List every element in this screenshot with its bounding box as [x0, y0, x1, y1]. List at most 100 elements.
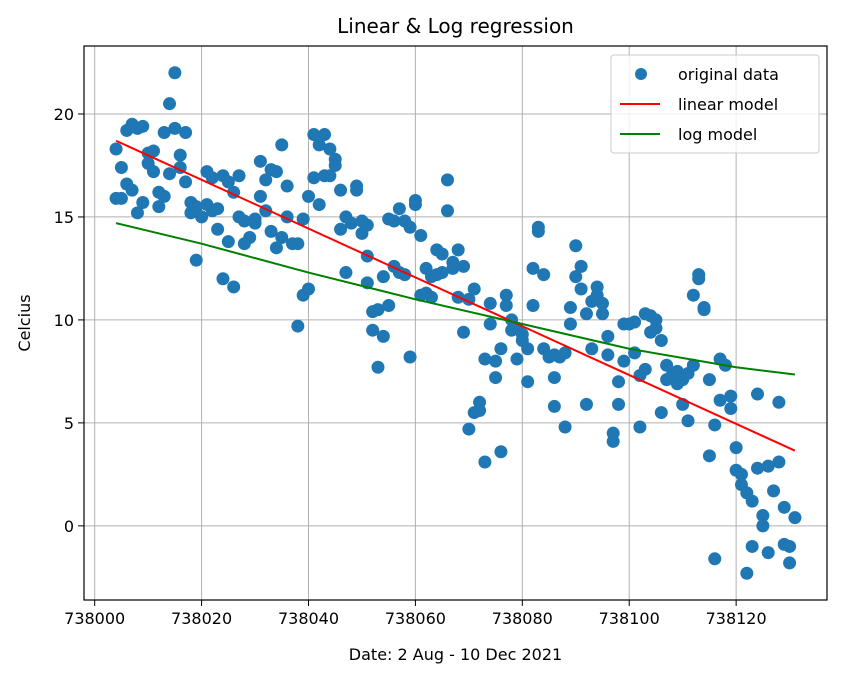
data-point [740, 566, 754, 580]
ticks: 738000 738020 738040 738060 738080 738100 7381… [54, 105, 767, 628]
data-point [136, 196, 150, 210]
data-point [280, 179, 294, 193]
data-point [660, 358, 674, 372]
data-point [168, 121, 182, 135]
data-point [638, 362, 652, 376]
data-point [526, 261, 540, 275]
data-point [531, 224, 545, 238]
x-tick-label: 738060 [385, 609, 446, 628]
data-point [334, 222, 348, 236]
data-point [745, 539, 759, 553]
data-point [403, 220, 417, 234]
data-point [371, 360, 385, 374]
data-point [157, 125, 171, 139]
data-point [686, 358, 700, 372]
data-point [756, 519, 770, 533]
data-point [440, 204, 454, 218]
data-point [130, 206, 144, 220]
data-point [761, 546, 775, 560]
data-point [446, 261, 460, 275]
data-point [612, 397, 626, 411]
data-point [563, 317, 577, 331]
plot-area [109, 66, 802, 580]
data-point [334, 183, 348, 197]
y-tick-label: 10 [54, 311, 74, 330]
data-point [168, 66, 182, 80]
data-point [146, 144, 160, 158]
data-point [424, 290, 438, 304]
data-point [269, 241, 283, 255]
data-point [494, 342, 508, 356]
legend-label-original-data: original data [678, 65, 779, 84]
legend-label-linear-model: linear model [678, 95, 778, 114]
y-tick-label: 0 [64, 517, 74, 536]
data-point [547, 399, 561, 413]
data-point [157, 189, 171, 203]
data-point [473, 404, 487, 418]
data-point [579, 397, 593, 411]
data-point [574, 282, 588, 296]
data-point [761, 459, 775, 473]
data-point [376, 329, 390, 343]
data-point [248, 212, 262, 226]
data-point [777, 500, 791, 514]
data-point [558, 346, 572, 360]
x-tick-label: 738020 [171, 609, 232, 628]
data-point [788, 511, 802, 525]
data-point [109, 142, 123, 156]
y-tick-label: 20 [54, 105, 74, 124]
data-point [269, 165, 283, 179]
data-point [152, 200, 166, 214]
data-point [510, 352, 524, 366]
data-point [697, 303, 711, 317]
data-point [772, 395, 786, 409]
data-point [275, 231, 289, 245]
data-point [467, 282, 481, 296]
data-point [376, 270, 390, 284]
data-point [307, 128, 321, 142]
x-tick-label: 738040 [278, 609, 339, 628]
data-point [783, 556, 797, 570]
data-point [521, 375, 535, 389]
data-point [344, 216, 358, 230]
data-point [499, 298, 513, 312]
data-point [227, 280, 241, 294]
data-point [179, 125, 193, 139]
data-point [339, 266, 353, 280]
data-point [489, 354, 503, 368]
data-point [579, 307, 593, 321]
data-point [569, 239, 583, 253]
data-point [483, 317, 497, 331]
data-point [291, 319, 305, 333]
data-point [302, 189, 316, 203]
data-point [547, 371, 561, 385]
data-point [163, 167, 177, 181]
data-point [366, 323, 380, 337]
data-point [478, 352, 492, 366]
data-point [574, 259, 588, 273]
data-point [585, 342, 599, 356]
data-point [243, 231, 257, 245]
data-point [350, 183, 364, 197]
data-point [724, 401, 738, 415]
data-point [403, 350, 417, 364]
data-point [371, 303, 385, 317]
data-point [253, 189, 267, 203]
data-point [146, 165, 160, 179]
data-point [221, 175, 235, 189]
data-point [435, 247, 449, 261]
data-point [414, 228, 428, 242]
data-point [408, 198, 422, 212]
data-point [601, 329, 615, 343]
x-tick-label: 738080 [492, 609, 553, 628]
data-point [312, 138, 326, 152]
data-point [136, 119, 150, 133]
data-point [558, 420, 572, 434]
grid [84, 46, 827, 600]
data-point [734, 467, 748, 481]
data-point [537, 268, 551, 282]
data-point [275, 138, 289, 152]
data-point [649, 321, 663, 335]
data-point [189, 200, 203, 214]
y-axis-label: Celcius [15, 294, 34, 351]
